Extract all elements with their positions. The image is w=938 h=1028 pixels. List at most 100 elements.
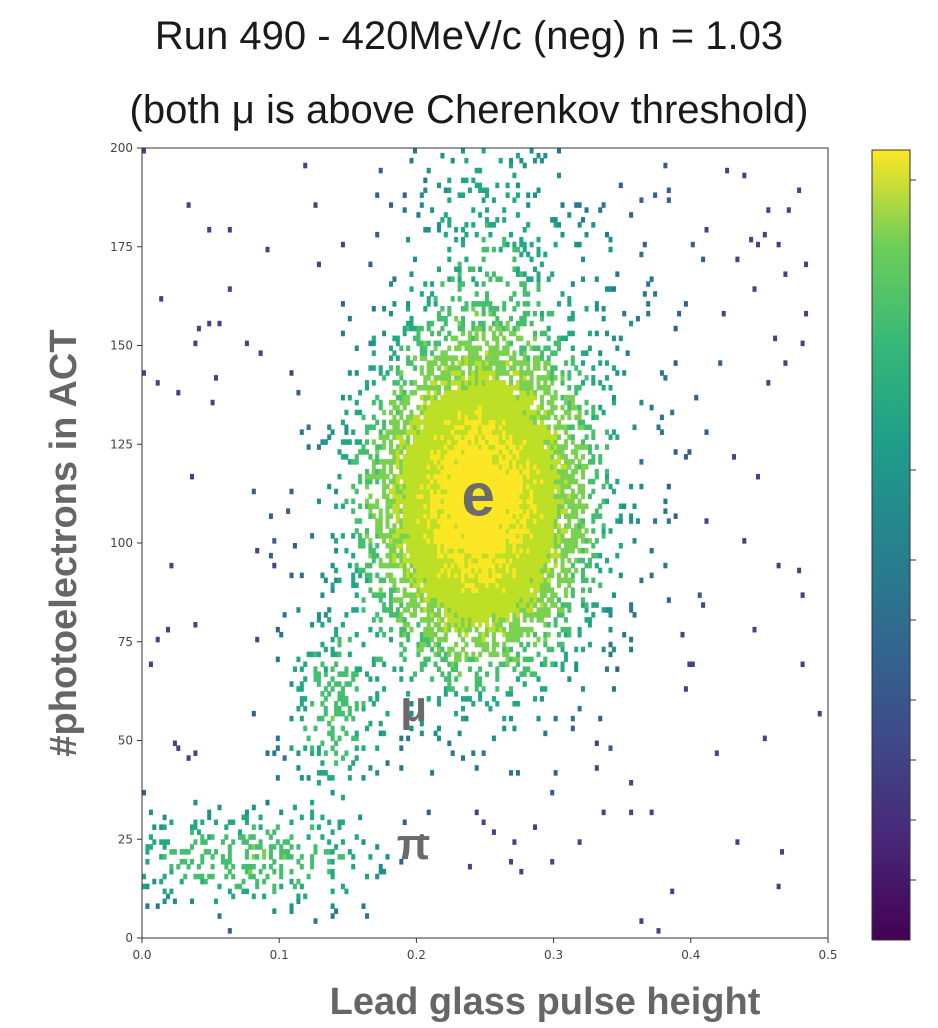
heatmap-cell [594,414,599,421]
heatmap-cell [474,478,479,485]
heatmap-cell [563,508,568,514]
heatmap-cell [378,533,383,539]
heatmap-cell [485,582,490,589]
heatmap-cell [485,577,490,584]
heatmap-cell [262,893,267,900]
heatmap-cell [509,533,514,539]
heatmap-cell [481,577,486,584]
heatmap-cell [378,444,383,450]
heatmap-cell [505,468,510,475]
heatmap-cell [461,543,466,549]
heatmap-cell [450,414,455,421]
heatmap-cell [598,582,603,589]
heatmap-cell [526,547,531,554]
heatmap-cell [406,622,411,628]
heatmap-cell [522,498,527,505]
heatmap-cell [505,557,510,564]
heatmap-cell [550,454,555,460]
heatmap-cell [409,577,414,584]
heatmap-cell [481,631,486,638]
heatmap-cell [419,434,424,440]
heatmap-cell [464,686,469,692]
heatmap-cell [471,498,476,505]
heatmap-cell [553,508,558,514]
heatmap-cell [409,157,414,164]
heatmap-cell [423,577,428,584]
heatmap-cell [409,459,414,465]
heatmap-cell [464,631,469,638]
heatmap-cell [519,508,524,514]
heatmap-cell [505,617,510,623]
heatmap-cell [457,459,462,465]
heatmap-cell [371,503,376,510]
heatmap-cell [203,878,208,885]
heatmap-cell [443,360,448,366]
heatmap-cell [481,394,486,401]
heatmap-cell [416,439,421,445]
heatmap-cell [440,399,445,406]
heatmap-cell [481,414,486,421]
heatmap-cell [430,592,435,598]
heatmap-cell [371,656,376,663]
heatmap-cell [512,414,517,421]
heatmap-cell [467,488,472,495]
heatmap-cell [529,370,534,376]
heatmap-cell [704,227,709,233]
heatmap-cell [262,854,267,860]
heatmap-cell [358,503,363,510]
heatmap-cell [546,424,551,431]
heatmap-cell [361,567,366,574]
heatmap-cell [310,863,315,870]
heatmap-cell [591,459,596,465]
heatmap-cell [522,291,527,297]
heatmap-cell [454,572,459,579]
heatmap-cell [570,715,575,722]
heatmap-cell [330,636,335,643]
heatmap-cell [519,587,524,593]
heatmap-cell [797,187,802,194]
heatmap-cell [440,464,445,470]
heatmap-cell [251,834,256,840]
heatmap-cell [464,385,469,391]
heatmap-cell [570,587,575,593]
heatmap-cell [461,557,466,564]
heatmap-cell [447,434,452,440]
heatmap-cell [512,488,517,495]
heatmap-cell [378,399,383,406]
heatmap-cell [515,602,520,608]
heatmap-cell [563,399,568,406]
heatmap-cell [498,557,503,564]
heatmap-cell [272,868,277,875]
heatmap-cell [437,597,442,603]
heatmap-cell [423,498,428,505]
heatmap-cell [478,552,483,559]
heatmap-cell [539,498,544,505]
heatmap-cell [471,557,476,564]
heatmap-cell [437,365,442,371]
heatmap-cell [553,543,558,549]
heatmap-cell [546,449,551,455]
heatmap-cell [409,533,414,539]
heatmap-cell [529,459,534,465]
heatmap-cell [375,592,380,598]
heatmap-cell [536,187,541,194]
heatmap-cell [461,148,466,154]
heatmap-cell [416,557,421,564]
heatmap-cell [515,399,520,406]
heatmap-cell [546,557,551,564]
heatmap-cell [430,518,435,524]
heatmap-cell [358,409,363,416]
heatmap-cell [560,380,565,386]
heatmap-cell [581,444,586,450]
heatmap-cell [515,577,520,584]
heatmap-cell [512,533,517,539]
heatmap-cell [330,829,335,835]
heatmap-cell [581,538,586,544]
heatmap-cell [437,473,442,480]
heatmap-cell [718,360,723,366]
heatmap-cell [392,543,397,549]
heatmap-cell [275,656,280,663]
heatmap-cell [461,617,466,623]
heatmap-cell [310,859,315,865]
heatmap-cell [183,859,188,865]
